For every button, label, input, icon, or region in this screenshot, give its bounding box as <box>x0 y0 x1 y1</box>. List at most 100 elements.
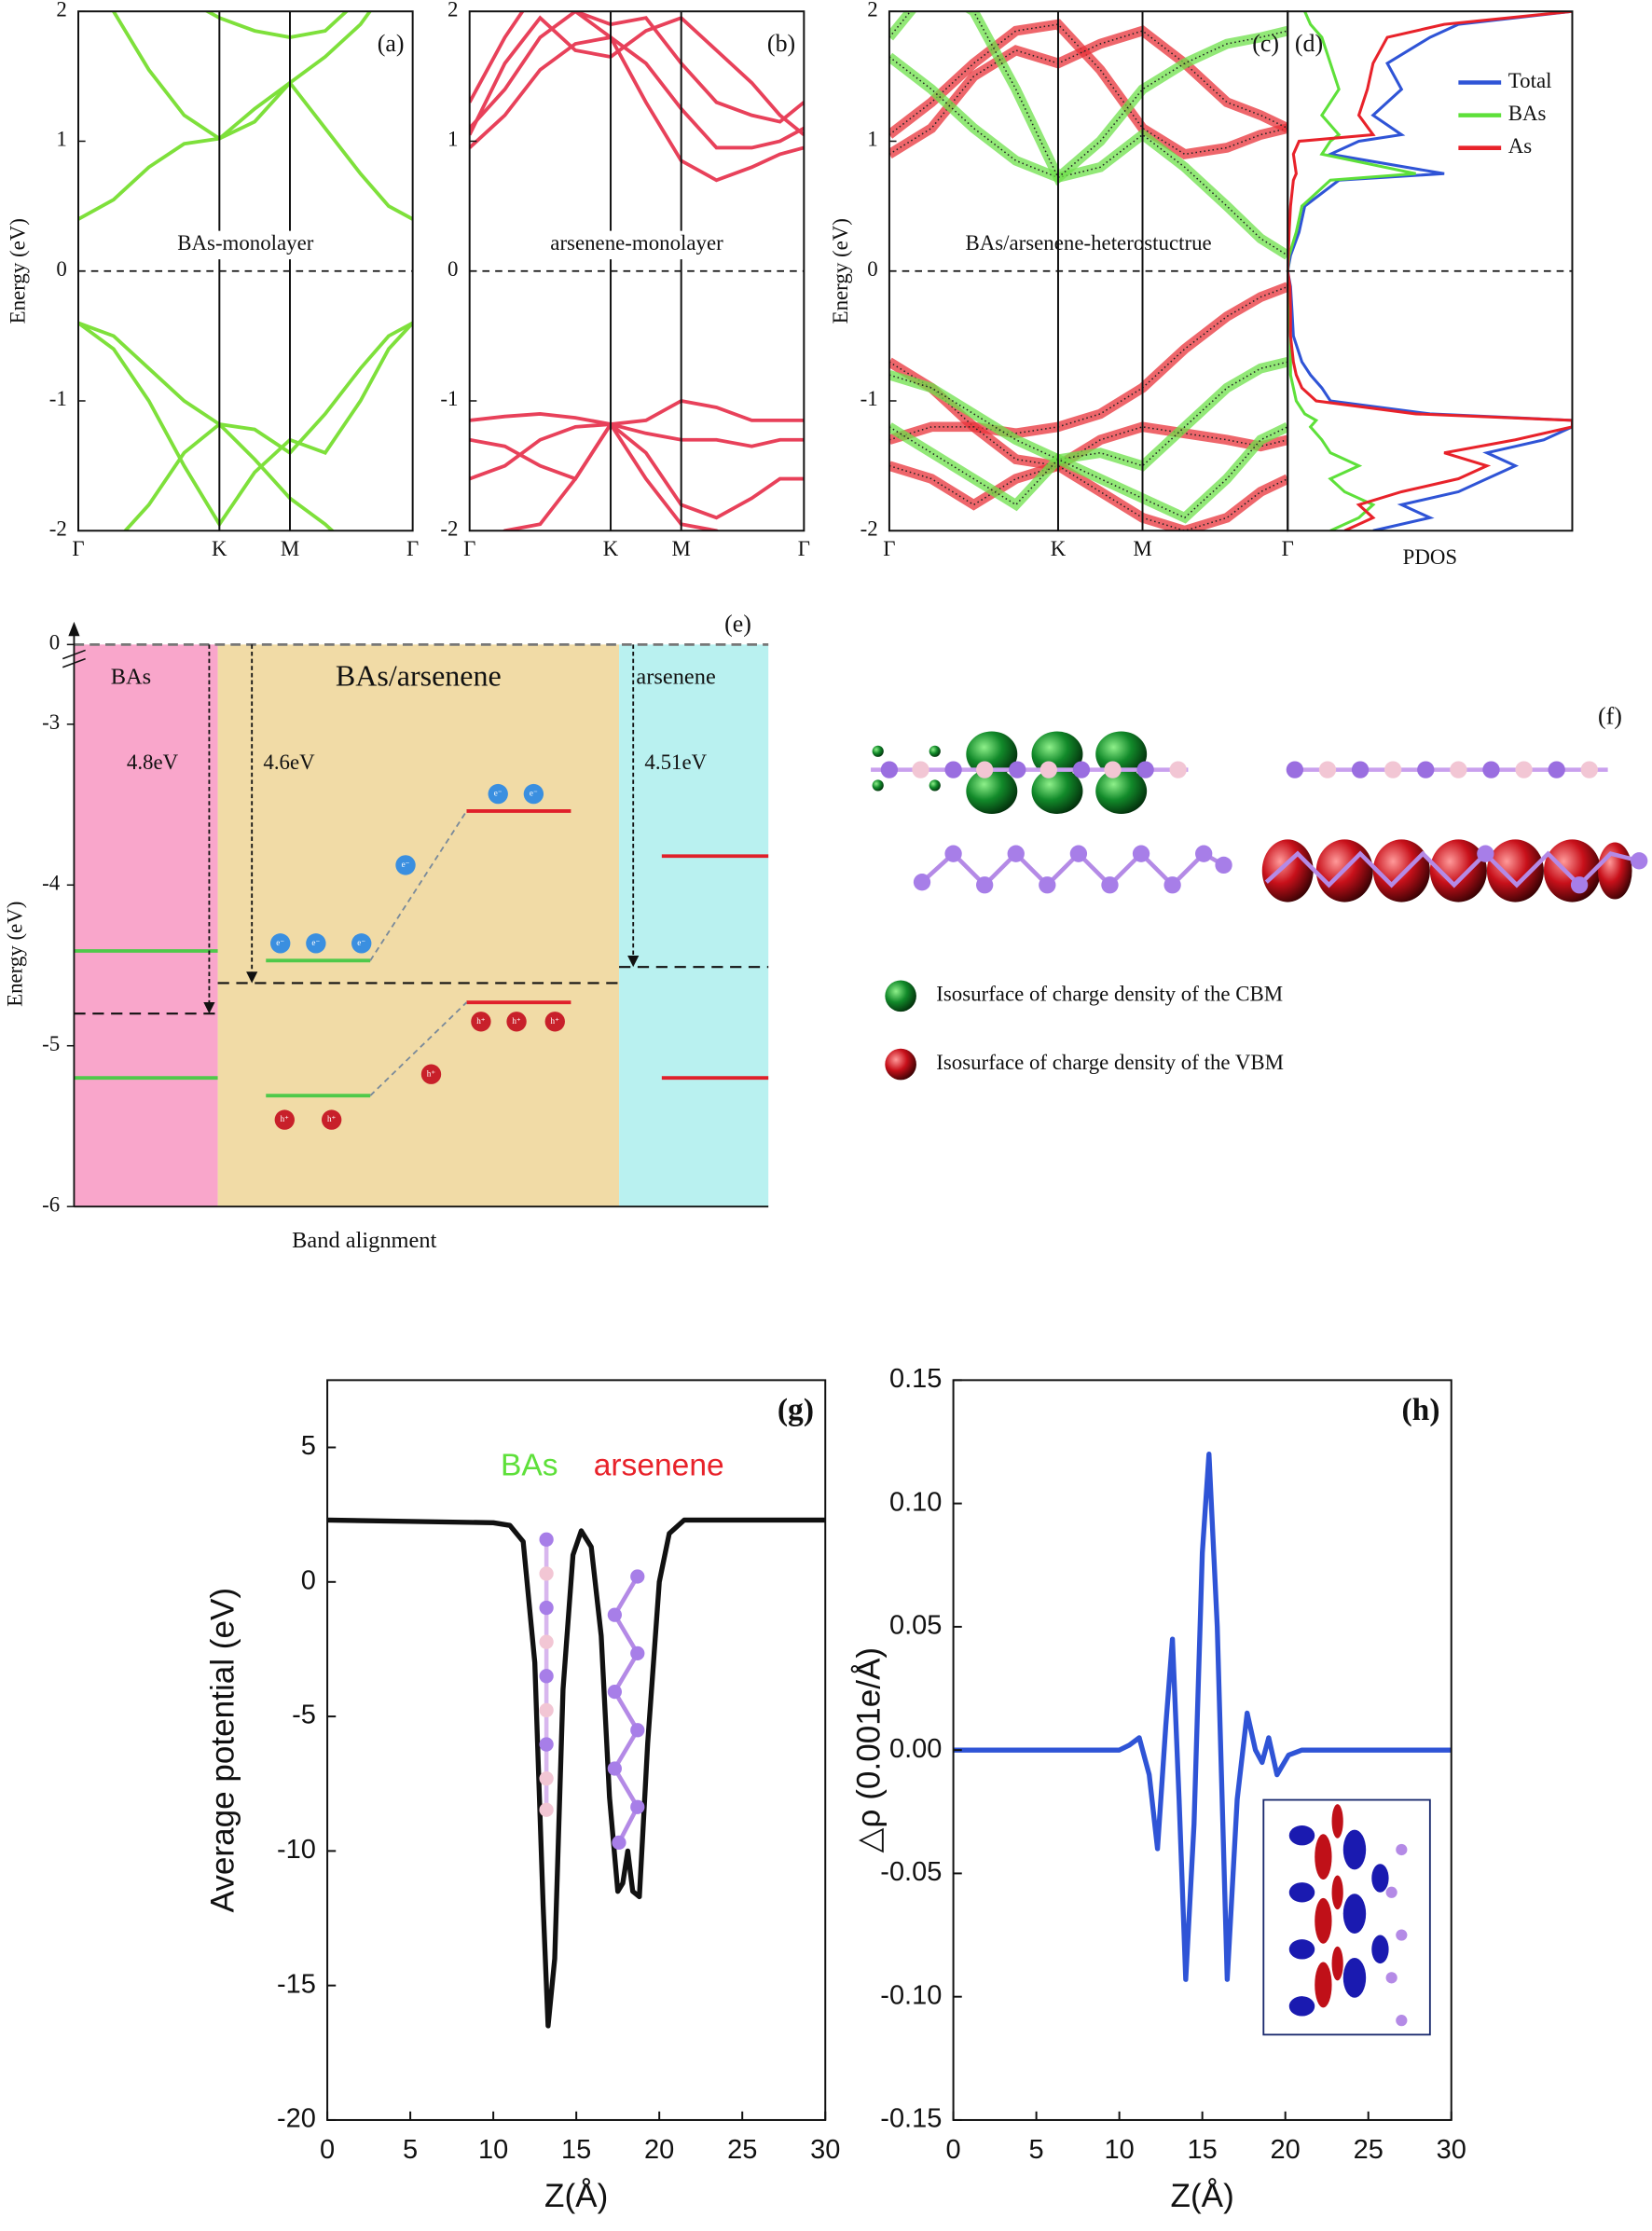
carrier <box>351 933 372 954</box>
plot-frame <box>326 1379 827 2121</box>
x-axis-title: Z(Å) <box>1171 2178 1234 2214</box>
y-tick-label: 0.00 <box>889 1734 942 1764</box>
y-tick-label: 2 <box>867 0 877 21</box>
panel-label: (f) <box>1598 703 1622 730</box>
x-tick-label: 10 <box>478 2135 508 2165</box>
y-tick-label: 1 <box>447 128 458 151</box>
legend-text: Isosurface of charge density of the CBM <box>936 983 1283 1006</box>
panel-label: (h) <box>1402 1393 1440 1427</box>
panel-label: (g) <box>778 1393 814 1427</box>
region-label: arsenene <box>636 665 715 690</box>
band <box>78 321 413 456</box>
dos-line <box>1287 11 1573 531</box>
x-tick-label: Γ <box>798 537 810 560</box>
carrier <box>274 1109 295 1130</box>
band-core <box>888 464 1288 531</box>
region <box>619 644 769 1207</box>
region-label: BAs/arsenene <box>336 658 502 692</box>
legend-text: As <box>1508 134 1533 158</box>
x-tick-label: 25 <box>727 2135 757 2165</box>
band-core <box>888 361 1288 467</box>
carrier <box>420 1064 442 1084</box>
annotation: BAs-monolayer <box>177 231 314 255</box>
y-tick-label: -2 <box>860 517 878 541</box>
band <box>78 79 413 221</box>
y-axis-title: Average potential (eV) <box>204 1588 241 1913</box>
y-tick-label: -2 <box>49 517 67 541</box>
band <box>469 422 805 520</box>
y-tick-label: -1 <box>860 387 878 410</box>
structure-f: (f) Isosurface of charge density of the … <box>871 703 1648 1081</box>
y-tick-label: 0 <box>447 257 458 281</box>
y-tick-label: -1 <box>49 387 67 410</box>
carrier-label: e⁻ <box>530 789 538 798</box>
legend-cbm-marker <box>885 980 916 1012</box>
annotation-bg <box>138 230 352 260</box>
band <box>78 321 413 528</box>
carrier <box>488 783 508 805</box>
x-tick-label: Γ <box>1282 537 1294 560</box>
legend-vbm-marker <box>885 1048 916 1081</box>
y-tick-label: 1 <box>56 128 66 151</box>
work-function-label: 4.8eV <box>127 751 179 774</box>
arrow-head <box>627 956 640 968</box>
band-core <box>888 285 1288 434</box>
x-tick-label: 15 <box>1188 2135 1218 2165</box>
x-tick-label: M <box>1133 537 1151 560</box>
layer-label: arsenene <box>594 1448 724 1482</box>
band <box>888 282 1288 439</box>
carrier-label: h⁺ <box>551 1016 560 1026</box>
carrier <box>544 1012 565 1032</box>
legend-text: Isosurface of charge density of the VBM <box>936 1051 1284 1074</box>
x-axis-title: PDOS <box>1403 545 1457 569</box>
legend-text: BAs <box>1508 102 1547 125</box>
annotation-bg <box>530 230 744 260</box>
y-axis-title: △ρ (0.001e/Å) <box>850 1647 887 1853</box>
transfer-path <box>369 1001 468 1096</box>
band-core <box>888 23 1288 156</box>
y-tick-label: 0 <box>49 631 60 654</box>
band-core <box>888 11 1288 179</box>
work-function-label: 4.6eV <box>263 751 315 774</box>
carrier <box>321 1109 342 1130</box>
structure-g <box>539 1532 645 1850</box>
y-tick-label: 2 <box>447 0 458 21</box>
panel-label: (a) <box>378 30 405 57</box>
y-tick-label: -0.10 <box>880 1980 942 2010</box>
carrier-label: h⁺ <box>327 1114 337 1123</box>
carrier <box>395 855 416 875</box>
axis-break <box>62 649 86 668</box>
band <box>469 34 805 183</box>
layer-label: BAs <box>501 1448 558 1482</box>
carrier-label: h⁺ <box>281 1114 290 1123</box>
annotation: arsenene-monolayer <box>550 231 723 255</box>
x-tick-label: Γ <box>463 537 475 560</box>
y-axis-arrow <box>68 621 80 637</box>
x-tick-label: 30 <box>1437 2135 1466 2165</box>
y-tick-label: -6 <box>42 1192 60 1216</box>
inset-h <box>1262 1798 1431 2036</box>
plot-frame <box>77 10 414 532</box>
y-tick-label: -10 <box>277 1835 316 1865</box>
y-tick-label: -4 <box>42 872 61 895</box>
carrier <box>270 933 291 954</box>
x-tick-label: 20 <box>644 2135 674 2165</box>
band <box>469 421 805 481</box>
carrier-label: e⁻ <box>494 789 502 798</box>
x-axis-title: Band alignment <box>292 1228 436 1253</box>
x-tick-label: 0 <box>946 2135 961 2165</box>
legend-text: Total <box>1508 69 1552 92</box>
y-tick-label: -20 <box>277 2104 316 2134</box>
x-tick-label: M <box>672 537 691 560</box>
y-axis-title: Energy (eV) <box>829 218 852 324</box>
carrier <box>471 1012 491 1032</box>
band <box>122 421 336 531</box>
x-tick-label: 5 <box>403 2135 418 2165</box>
panel-label: (e) <box>724 610 751 637</box>
y-tick-label: 0 <box>301 1565 316 1595</box>
band <box>502 420 720 531</box>
y-axis-title: Energy (eV) <box>7 218 30 324</box>
carrier-label: e⁻ <box>311 938 320 947</box>
